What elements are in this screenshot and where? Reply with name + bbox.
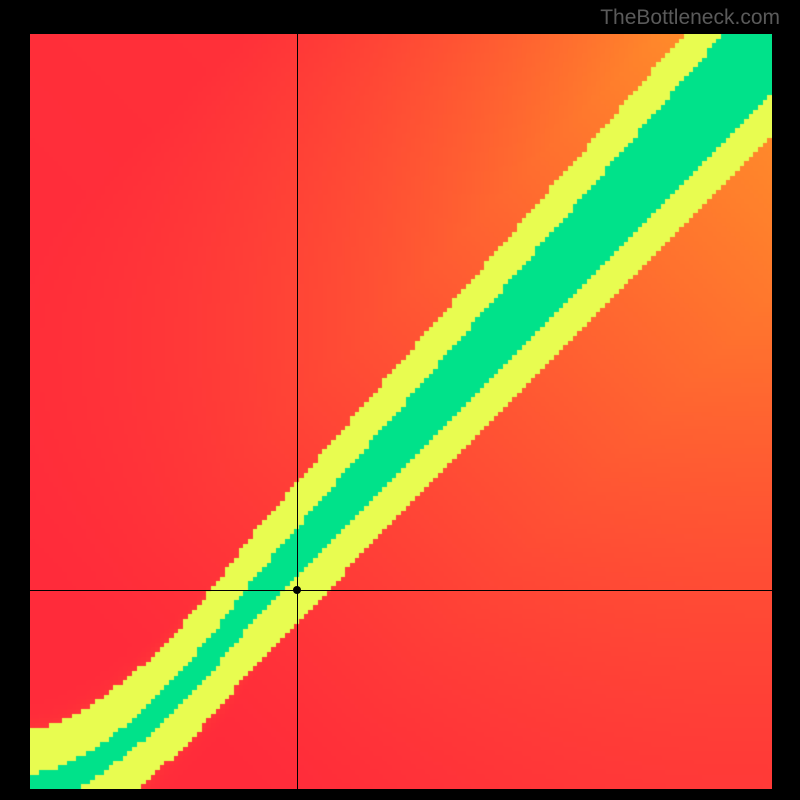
crosshair-marker	[293, 586, 301, 594]
heatmap-canvas	[30, 34, 772, 789]
heatmap-plot	[30, 34, 772, 789]
chart-container: TheBottleneck.com	[0, 0, 800, 800]
watermark-text: TheBottleneck.com	[600, 6, 780, 30]
crosshair-vertical	[297, 34, 298, 789]
crosshair-horizontal	[30, 590, 772, 591]
